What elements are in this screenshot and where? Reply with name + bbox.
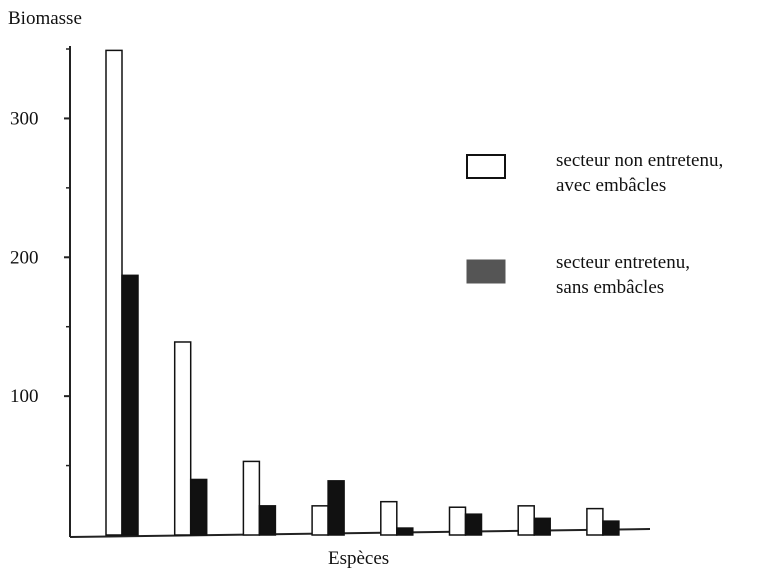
bar-entretenu — [396, 527, 414, 536]
bar-non-entretenu — [380, 500, 398, 536]
bar-entretenu — [327, 480, 345, 536]
bar-entretenu — [533, 517, 551, 536]
y-tick-label: 300 — [10, 108, 39, 129]
bar-non-entretenu — [448, 506, 467, 536]
y-tick-label: 200 — [10, 247, 39, 268]
legend-label-line1: secteur entretenu, — [556, 252, 690, 273]
legend-item-non-entretenu: secteur non entretenu, avec embâcles — [556, 148, 723, 198]
y-tick-label: 100 — [10, 386, 39, 407]
bar-non-entretenu — [586, 507, 604, 536]
bar-entretenu — [189, 478, 208, 536]
bar-entretenu — [464, 513, 483, 536]
bar-non-entretenu — [242, 460, 261, 536]
legend-item-entretenu: secteur entretenu, sans embâcles — [556, 250, 690, 300]
axes — [69, 46, 651, 538]
legend-label-line2: avec embâcles — [556, 175, 667, 196]
x-axis — [69, 528, 651, 538]
bar-entretenu — [121, 274, 139, 536]
y-ticks: 100 200 300 — [10, 48, 70, 467]
bar-non-entretenu — [517, 505, 535, 536]
bar-entretenu — [258, 505, 277, 536]
bar-non-entretenu — [105, 49, 123, 536]
legend-label-line1: secteur non entretenu, — [556, 150, 724, 171]
bar-non-entretenu — [311, 505, 329, 536]
y-axis-label: Biomasse — [8, 8, 82, 29]
legend-swatch-non-entretenu — [466, 154, 506, 179]
bar-non-entretenu — [173, 341, 192, 536]
bars — [105, 49, 620, 536]
x-axis-label: Espèces — [328, 548, 390, 569]
bar-entretenu — [602, 520, 620, 536]
legend-swatches — [466, 154, 506, 284]
legend-swatch-entretenu — [466, 259, 506, 284]
legend-label-line2: sans embâcles — [556, 277, 665, 298]
